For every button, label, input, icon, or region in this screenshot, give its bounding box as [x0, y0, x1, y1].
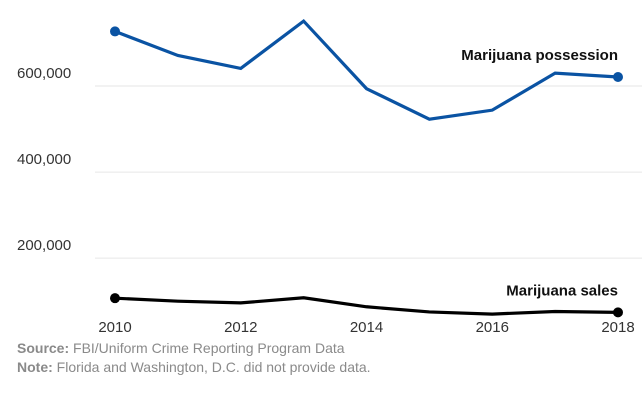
gridlines	[95, 85, 642, 259]
series-0-endpoint-start	[110, 26, 120, 37]
series-labels: Marijuana possession Marijuana sales	[461, 47, 618, 299]
series-label-0: Marijuana possession	[461, 47, 618, 64]
series-lines	[110, 18, 623, 318]
y-tick-label-0: 200,000	[17, 237, 71, 254]
x-tick-label-1: 2012	[224, 319, 257, 336]
series-1-endpoint-end	[613, 307, 623, 318]
x-tick-label-4: 2018	[601, 319, 634, 336]
source-text: FBI/Uniform Crime Reporting Program Data	[69, 340, 345, 356]
x-tick-label-2: 2014	[350, 319, 383, 336]
series-0-endpoint-end	[613, 72, 623, 83]
series-label-1: Marijuana sales	[506, 282, 618, 299]
series-1-endpoint-start	[110, 293, 120, 304]
x-tick-label-3: 2016	[476, 319, 509, 336]
x-axis-tick-labels: 2010 2012 2014 2016 2018	[98, 319, 634, 336]
y-tick-label-2: 600,000	[17, 65, 71, 82]
y-axis-tick-labels: 200,000 400,000 600,000	[17, 65, 71, 254]
source-note: Source: FBI/Uniform Crime Reporting Prog…	[17, 340, 345, 356]
note-label: Note:	[17, 359, 53, 375]
note-text: Florida and Washington, D.C. did not pro…	[52, 359, 371, 375]
source-label: Source:	[17, 340, 70, 356]
y-tick-label-1: 400,000	[17, 151, 71, 168]
series-line-0	[114, 18, 619, 121]
series-line-1	[114, 296, 619, 316]
data-note: Note: Florida and Washington, D.C. did n…	[17, 359, 371, 375]
x-tick-label-0: 2010	[98, 319, 131, 336]
